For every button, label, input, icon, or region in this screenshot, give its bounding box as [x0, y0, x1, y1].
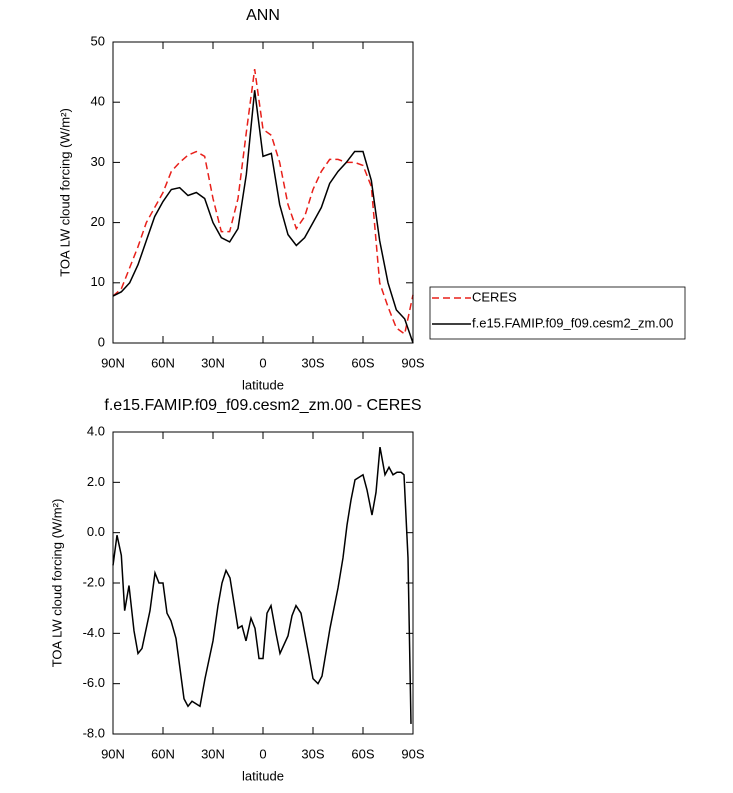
x-tick-label: 0 — [259, 355, 266, 370]
data-line — [112, 90, 414, 344]
x-tick-label: 60N — [151, 746, 175, 761]
y-tick-label: 30 — [91, 154, 105, 169]
y-tick-label: 40 — [91, 94, 105, 109]
x-tick-label: 90N — [101, 355, 125, 370]
y-tick-label: -8.0 — [83, 725, 105, 740]
data-line — [112, 446, 412, 724]
plot-frame — [112, 41, 414, 344]
legend-label: CERES — [472, 289, 517, 304]
y-tick-label: 0 — [98, 334, 105, 349]
legend-box — [429, 286, 686, 340]
y-tick-label: 20 — [91, 214, 105, 229]
y-axis-label: TOA LW cloud forcing (W/m²) — [57, 108, 72, 277]
chart-title: f.e15.FAMIP.f09_f09.cesm2_zm.00 - CERES — [104, 397, 421, 414]
x-tick-label: 60N — [151, 355, 175, 370]
y-tick-label: -4.0 — [83, 625, 105, 640]
data-line — [112, 68, 414, 336]
x-tick-label: 90N — [101, 746, 125, 761]
x-tick-label: 30S — [301, 355, 324, 370]
x-tick-label: 60S — [351, 355, 374, 370]
x-tick-label: 0 — [259, 746, 266, 761]
y-tick-label: 10 — [91, 274, 105, 289]
x-axis-label: latitude — [242, 768, 284, 783]
x-tick-label: 30N — [201, 355, 225, 370]
y-tick-label: 50 — [91, 33, 105, 48]
x-tick-label: 30N — [201, 746, 225, 761]
x-tick-label: 30S — [301, 746, 324, 761]
chart-title: ANN — [246, 7, 280, 24]
y-tick-label: 4.0 — [87, 423, 105, 438]
plot-frame — [112, 431, 414, 735]
y-axis-label: TOA LW cloud forcing (W/m²) — [49, 499, 64, 668]
y-tick-label: 2.0 — [87, 474, 105, 489]
legend-label: f.e15.FAMIP.f09_f09.cesm2_zm.00 — [472, 315, 673, 330]
x-tick-label: 90S — [401, 355, 424, 370]
y-tick-label: 0.0 — [87, 524, 105, 539]
x-tick-label: 60S — [351, 746, 374, 761]
y-tick-label: -2.0 — [83, 574, 105, 589]
y-tick-label: -6.0 — [83, 675, 105, 690]
x-tick-label: 90S — [401, 746, 424, 761]
x-axis-label: latitude — [242, 377, 284, 392]
